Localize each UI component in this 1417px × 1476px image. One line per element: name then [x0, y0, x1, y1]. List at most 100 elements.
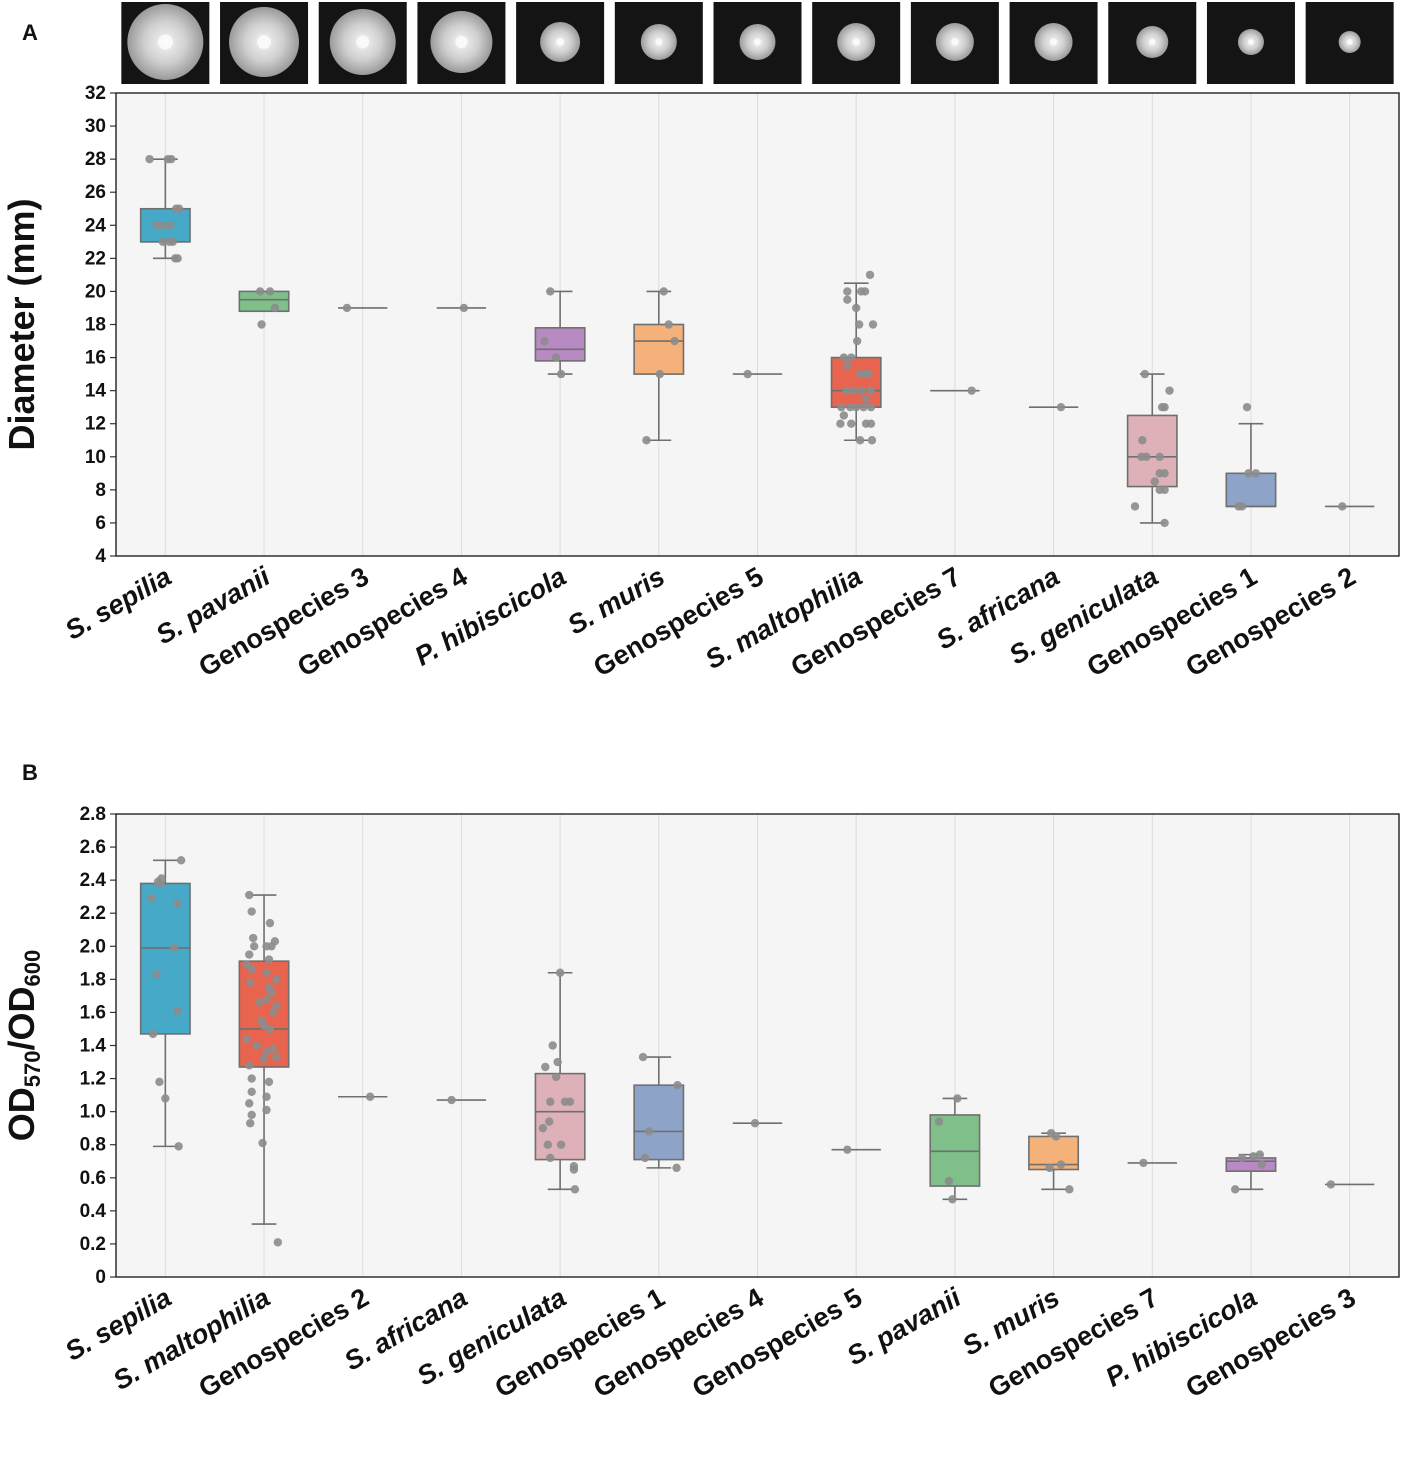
- y-tick-label: 2.6: [80, 837, 106, 858]
- data-point: [837, 402, 846, 412]
- data-point: [161, 1094, 170, 1103]
- y-tick-label: 10: [85, 447, 106, 468]
- y-tick-label: 2.8: [80, 804, 106, 825]
- y-tick-label: 14: [85, 381, 107, 402]
- data-point: [247, 1087, 256, 1097]
- data-point: [1065, 1185, 1074, 1194]
- data-point: [553, 1057, 562, 1067]
- data-point: [750, 1119, 760, 1128]
- data-point: [640, 1153, 650, 1163]
- data-point: [255, 287, 265, 296]
- colony-center: [852, 38, 860, 46]
- colony-image: [220, 2, 309, 84]
- category-s-geniculata: [534, 968, 586, 1194]
- data-point: [851, 303, 861, 313]
- category-label-genospecies-7: Genospecies 7: [786, 561, 966, 682]
- data-point: [1155, 452, 1164, 461]
- data-point: [245, 950, 254, 959]
- data-point: [847, 419, 856, 428]
- data-point: [176, 856, 186, 865]
- data-point: [836, 419, 845, 428]
- y-tick-label: 0: [95, 1267, 106, 1288]
- data-point: [249, 942, 259, 951]
- y-tick-label: 20: [85, 281, 106, 302]
- data-point: [254, 998, 264, 1007]
- data-point: [948, 1195, 957, 1204]
- box: [633, 323, 685, 375]
- data-point: [556, 369, 566, 379]
- data-point: [849, 386, 858, 395]
- category-s-muris: [633, 287, 685, 445]
- category-genospecies-4: [436, 303, 487, 313]
- panel-label: A: [22, 20, 38, 45]
- category-s-geniculata: [1126, 369, 1178, 528]
- y-tick-label: 28: [85, 149, 106, 170]
- category-genospecies-3: [1324, 1180, 1375, 1189]
- data-point: [551, 353, 561, 362]
- data-point: [855, 436, 865, 445]
- data-point: [1160, 469, 1169, 478]
- data-point: [864, 369, 873, 379]
- box: [830, 356, 882, 408]
- y-tick-label: 6: [95, 513, 106, 534]
- y-tick-label: 0.4: [80, 1201, 107, 1222]
- colony-center: [455, 35, 468, 49]
- data-point: [273, 1238, 283, 1247]
- y-axis-label-part: OD: [1, 1087, 42, 1141]
- colony-center: [951, 38, 959, 46]
- data-point: [257, 320, 266, 329]
- data-point: [859, 402, 868, 412]
- colony-center: [1247, 39, 1254, 45]
- category-genospecies-7: [930, 386, 980, 395]
- data-point: [1251, 469, 1261, 478]
- data-point: [265, 287, 275, 296]
- data-point: [1045, 1163, 1054, 1173]
- data-point: [839, 411, 849, 420]
- data-point: [245, 1061, 254, 1070]
- panel-label: B: [22, 760, 38, 785]
- category-genospecies-1: [1225, 402, 1277, 511]
- data-point: [248, 933, 258, 943]
- category-genospecies-5: [831, 1145, 881, 1154]
- data-point: [866, 386, 876, 395]
- data-point: [264, 955, 274, 964]
- plot-frame: [115, 92, 1400, 557]
- data-point: [843, 361, 852, 371]
- category-genospecies-2: [1324, 502, 1375, 511]
- data-point: [1255, 1150, 1265, 1159]
- colony-center: [556, 38, 565, 46]
- y-tick-label: 12: [85, 414, 106, 435]
- y-tick-label: 8: [95, 480, 106, 501]
- category-label-genospecies-3: Genospecies 3: [194, 561, 374, 682]
- data-point: [270, 303, 280, 313]
- data-point: [258, 1138, 267, 1148]
- data-point: [541, 1062, 550, 1072]
- data-point: [1160, 402, 1169, 412]
- colony-center: [157, 34, 173, 50]
- data-point: [843, 1145, 852, 1154]
- data-point: [865, 270, 875, 280]
- data-point: [967, 386, 976, 395]
- category-label-genospecies-4: Genospecies 4: [588, 1282, 768, 1403]
- y-tick-label: 30: [85, 116, 106, 137]
- colony-image: [417, 2, 506, 84]
- colony-center: [655, 38, 663, 46]
- data-point: [1244, 469, 1253, 478]
- data-point: [1051, 1132, 1061, 1141]
- category-label-part: muris: [591, 561, 670, 624]
- data-point: [839, 353, 849, 362]
- y-tick-label: 1.8: [80, 969, 106, 990]
- data-point: [672, 1163, 681, 1173]
- colony-image: [1108, 2, 1197, 84]
- data-point: [556, 1140, 566, 1149]
- data-point: [543, 1140, 552, 1149]
- y-tick-label: 4: [95, 546, 106, 567]
- data-point: [262, 1092, 271, 1101]
- data-point: [842, 386, 851, 395]
- colony-center: [1149, 38, 1156, 46]
- data-point: [262, 1105, 271, 1115]
- data-point: [545, 1117, 554, 1126]
- y-tick-label: 0.8: [80, 1135, 106, 1156]
- category-label-genospecies-5: Genospecies 5: [588, 561, 768, 682]
